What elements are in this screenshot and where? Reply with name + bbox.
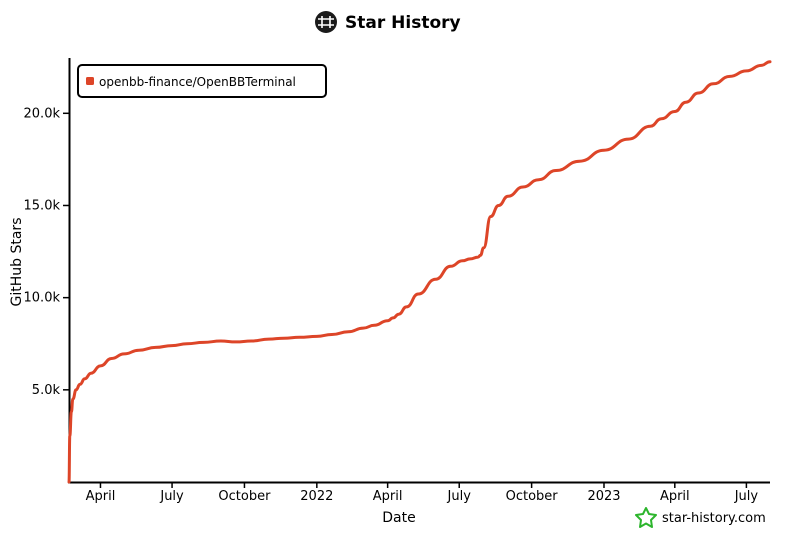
y-tick-label: 10.0k	[24, 291, 61, 306]
star-history-logo-icon	[315, 11, 337, 33]
x-tick-label: October	[218, 489, 271, 504]
watermark-text: star-history.com	[662, 511, 766, 526]
x-tick-label: October	[506, 489, 559, 504]
chart-title: Star History	[345, 13, 461, 33]
x-tick-label: July	[734, 489, 759, 504]
legend-label: openbb-finance/OpenBBTerminal	[99, 75, 296, 89]
x-axis-label: Date	[382, 510, 415, 526]
x-tick-label: April	[660, 489, 690, 504]
x-tick-label: 2023	[587, 489, 620, 504]
x-tick-label: July	[447, 489, 472, 504]
legend-box	[77, 64, 327, 98]
x-tick-label: April	[373, 489, 403, 504]
x-tick-label: 2022	[300, 489, 333, 504]
y-ticks: 5.0k 10.0k 15.0k 20.0k	[24, 106, 69, 398]
star-history-logo-mark	[318, 16, 334, 28]
legend-swatch	[86, 77, 94, 85]
x-tick-label: July	[159, 489, 184, 504]
x-ticks: April July October 2022 April July October 2023…	[86, 482, 759, 504]
chart-title-group: Star History	[315, 11, 461, 33]
y-axis-label: GitHub Stars	[9, 218, 25, 307]
y-tick-label: 20.0k	[24, 106, 61, 121]
legend: openbb-finance/OpenBBTerminal	[77, 64, 327, 98]
y-tick-label: 15.0k	[24, 198, 61, 213]
y-tick-label: 5.0k	[32, 383, 61, 398]
star-history-watermark-icon	[635, 507, 657, 528]
x-tick-label: April	[86, 489, 116, 504]
watermark: star-history.com	[635, 507, 766, 528]
series-line-openbb-terminal	[67, 60, 772, 484]
